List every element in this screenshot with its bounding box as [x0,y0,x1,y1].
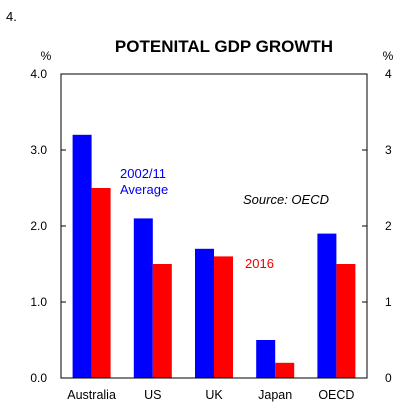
bars-group [72,134,356,378]
bar-oecd-series1 [317,233,337,378]
category-label-australia: Australia [67,388,116,402]
left-axis-unit: % [41,49,52,63]
chart-title: POTENITAL GDP GROWTH [115,37,333,56]
category-label-oecd: OECD [318,388,354,402]
left-tick-label: 2.0 [30,219,47,233]
right-tick-label: 2 [385,219,392,233]
page-number: 4. [6,9,17,24]
series-label-2002-11-line1: 2002/11 [120,166,166,181]
right-tick-label: 1 [385,295,392,309]
category-axis: Australia US UK Japan OECD [67,388,354,402]
bar-japan-series1 [256,340,276,378]
right-tick-label: 0 [385,371,392,385]
series-label-2002-11-line2: Average [120,182,168,197]
series-label-2016: 2016 [245,256,274,271]
bar-uk-series2 [214,256,233,378]
category-label-japan: Japan [258,388,292,402]
bar-japan-series2 [275,362,295,378]
left-tick-label: 4.0 [30,67,47,81]
bar-oecd-series2 [336,264,356,378]
left-tick-label: 3.0 [30,143,47,157]
bar-australia-series2 [91,188,111,378]
category-label-uk: UK [205,388,223,402]
source-note: Source: OECD [243,192,329,207]
bar-us-series1 [133,218,153,378]
bar-uk-series1 [195,248,214,378]
bar-australia-series1 [72,134,92,378]
left-tick-label: 1.0 [30,295,47,309]
category-label-us: US [144,388,161,402]
left-axis: 0.0 1.0 2.0 3.0 4.0 [30,67,66,385]
right-tick-label: 3 [385,143,392,157]
right-axis: 0 1 2 3 4 [362,67,392,385]
right-tick-label: 4 [385,67,392,81]
right-axis-unit: % [383,49,394,63]
left-tick-label: 0.0 [30,371,47,385]
bar-us-series2 [152,264,172,378]
